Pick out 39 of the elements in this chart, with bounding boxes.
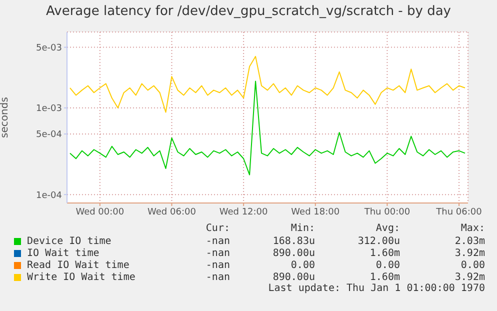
text: -nan <box>204 272 230 282</box>
x-tick-label: Wed 06:00 <box>148 207 196 218</box>
text: 2.03m <box>454 236 485 246</box>
legend-label: IO Wait time <box>26 248 100 258</box>
legend-label: Write IO Wait time <box>26 272 136 282</box>
line-series <box>69 80 466 176</box>
line-series <box>69 56 466 113</box>
x-tick-label: Thu 06:00 <box>435 207 482 218</box>
y-tick-label: 5e-04 <box>36 130 62 140</box>
x-tick-label: Wed 18:00 <box>291 207 340 218</box>
x-tick-label: Thu 00:00 <box>363 207 410 218</box>
text: 890.00u <box>272 248 315 258</box>
text: -nan <box>204 236 230 246</box>
text: 1.60m <box>368 248 400 258</box>
text: -nan <box>204 248 230 258</box>
y-tick-label: 1e-03 <box>36 104 62 114</box>
text: 3.92m <box>454 248 485 258</box>
text: 0.00 <box>460 260 485 270</box>
text: Max: <box>460 223 485 235</box>
y-tick-label: 1e-04 <box>36 190 62 201</box>
text: 1.60m <box>368 272 400 282</box>
y-tick-label: 5e-03 <box>36 43 62 54</box>
legend-label: Device IO time <box>26 236 112 246</box>
text: 168.83u <box>272 236 315 246</box>
y-axis-title: seconds <box>0 97 11 138</box>
x-tick-label: Wed 00:00 <box>76 207 124 218</box>
legend-label: Read IO Wait time <box>26 260 130 270</box>
text: Last update: Thu Jan 1 01:00:00 1970 <box>267 283 485 295</box>
text: Cur: <box>204 223 230 235</box>
text: 312.00u <box>356 236 400 246</box>
x-tick-label: Wed 12:00 <box>219 207 268 218</box>
text: 890.00u <box>272 272 315 282</box>
chart-title: Average latency for /dev/dev_gpu_scratch_vg/scratch - by day <box>45 4 452 19</box>
text: 0.00 <box>374 260 400 270</box>
text: Min: <box>290 223 315 235</box>
text: -nan <box>204 260 230 270</box>
text: Avg: <box>374 223 400 235</box>
text: 3.92m <box>454 272 485 282</box>
text: 0.00 <box>290 260 315 270</box>
